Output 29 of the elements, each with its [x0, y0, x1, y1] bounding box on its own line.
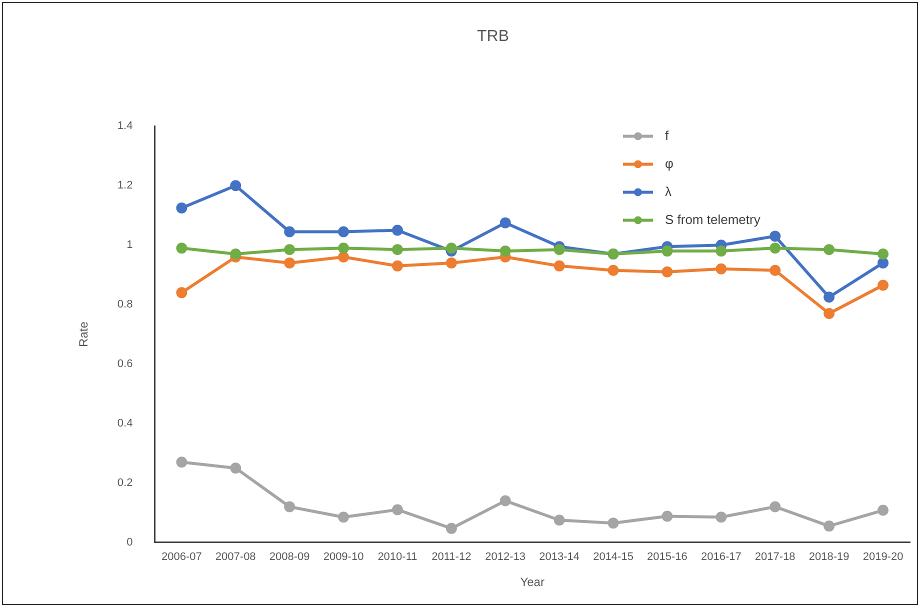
- x-tick-label: 2008-09: [269, 551, 310, 564]
- y-tick-label: 0: [126, 536, 133, 548]
- y-tick-label: 0.2: [117, 476, 133, 489]
- y-tick-label: 0.4: [117, 418, 133, 430]
- y-axis-title: Rate: [76, 321, 91, 347]
- x-tick-label: 2015-16: [647, 551, 688, 564]
- legend-label: λ: [664, 184, 672, 199]
- x-tick-label: 2017-18: [754, 551, 796, 564]
- x-tick-label: 2019-20: [862, 551, 904, 564]
- x-tick-label: 2014-15: [593, 551, 634, 564]
- y-tick-label: 1: [126, 239, 133, 252]
- legend-label: S from telemetry: [664, 212, 761, 227]
- x-tick-label: 2012-13: [485, 551, 526, 564]
- x-tick-label: 2006-07: [161, 551, 202, 564]
- legend-label: φ: [664, 156, 674, 171]
- y-tick-label: 0.8: [117, 298, 133, 311]
- x-tick-label: 2009-10: [323, 551, 364, 564]
- y-tick-label: 1.2: [117, 180, 133, 192]
- chart-title: TRB: [477, 28, 509, 46]
- x-tick-label: 2018-19: [808, 551, 850, 564]
- x-axis-title: Year: [520, 575, 544, 590]
- y-tick-label: 1.4: [117, 120, 133, 132]
- x-tick-label: 2011-12: [432, 551, 472, 564]
- legend-label: f: [664, 128, 669, 143]
- x-tick-label: 2016-17: [700, 551, 742, 564]
- x-tick-label: 2010-11: [378, 551, 418, 564]
- x-tick-label: 2007-08: [215, 551, 256, 564]
- x-tick-label: 2013-14: [539, 551, 580, 564]
- y-tick-label: 0.6: [117, 358, 133, 370]
